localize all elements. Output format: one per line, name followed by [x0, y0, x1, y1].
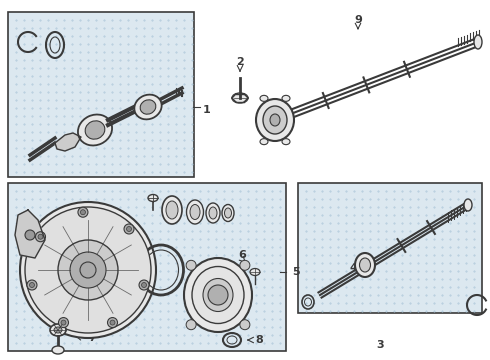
Ellipse shape	[256, 99, 294, 141]
Ellipse shape	[192, 266, 244, 324]
Polygon shape	[55, 133, 81, 151]
Ellipse shape	[282, 95, 290, 102]
Ellipse shape	[50, 324, 66, 336]
Circle shape	[186, 320, 196, 330]
Ellipse shape	[184, 258, 252, 332]
Circle shape	[80, 262, 96, 278]
Polygon shape	[138, 101, 160, 117]
Ellipse shape	[232, 93, 248, 103]
Circle shape	[38, 234, 43, 239]
Ellipse shape	[206, 203, 220, 223]
Bar	[8, 12, 194, 177]
Circle shape	[240, 260, 250, 270]
Text: 4: 4	[350, 263, 358, 273]
Circle shape	[61, 320, 66, 325]
Text: 6: 6	[238, 250, 246, 260]
Ellipse shape	[190, 204, 200, 220]
Text: 9: 9	[354, 15, 362, 25]
Text: 8: 8	[255, 335, 263, 345]
Circle shape	[142, 283, 147, 288]
Text: 1: 1	[203, 105, 211, 115]
Ellipse shape	[148, 194, 158, 202]
Polygon shape	[15, 210, 45, 258]
Circle shape	[186, 260, 196, 270]
Circle shape	[70, 252, 106, 288]
Circle shape	[126, 226, 131, 231]
Ellipse shape	[209, 207, 217, 219]
Circle shape	[80, 210, 85, 215]
Circle shape	[240, 320, 250, 330]
Ellipse shape	[134, 95, 162, 120]
Circle shape	[35, 232, 46, 242]
Circle shape	[27, 280, 37, 290]
Circle shape	[58, 240, 118, 300]
Ellipse shape	[166, 201, 178, 219]
Bar	[8, 183, 286, 351]
Text: 2: 2	[236, 57, 244, 67]
Ellipse shape	[224, 208, 231, 218]
Ellipse shape	[140, 100, 156, 114]
Circle shape	[139, 280, 149, 290]
Circle shape	[25, 230, 35, 240]
Circle shape	[58, 318, 69, 328]
Ellipse shape	[222, 204, 234, 221]
Circle shape	[29, 283, 34, 288]
Ellipse shape	[162, 196, 182, 224]
Circle shape	[20, 202, 156, 338]
Ellipse shape	[52, 346, 64, 354]
Bar	[298, 183, 482, 313]
Circle shape	[208, 285, 228, 305]
Ellipse shape	[54, 327, 62, 333]
Ellipse shape	[260, 139, 268, 145]
Circle shape	[78, 207, 88, 217]
Ellipse shape	[85, 121, 105, 139]
Ellipse shape	[78, 114, 112, 145]
Ellipse shape	[203, 279, 233, 311]
Ellipse shape	[263, 106, 287, 134]
Ellipse shape	[187, 200, 203, 224]
Ellipse shape	[360, 258, 370, 272]
Circle shape	[107, 318, 118, 328]
Ellipse shape	[355, 253, 375, 277]
Circle shape	[110, 320, 115, 325]
Ellipse shape	[282, 139, 290, 145]
Ellipse shape	[474, 35, 482, 49]
Ellipse shape	[464, 199, 472, 211]
Text: 5: 5	[292, 267, 299, 277]
Ellipse shape	[260, 95, 268, 102]
Ellipse shape	[270, 114, 280, 126]
Ellipse shape	[250, 269, 260, 275]
Text: 3: 3	[376, 340, 384, 350]
Circle shape	[25, 207, 151, 333]
Text: 7: 7	[88, 333, 96, 343]
Circle shape	[124, 224, 134, 234]
